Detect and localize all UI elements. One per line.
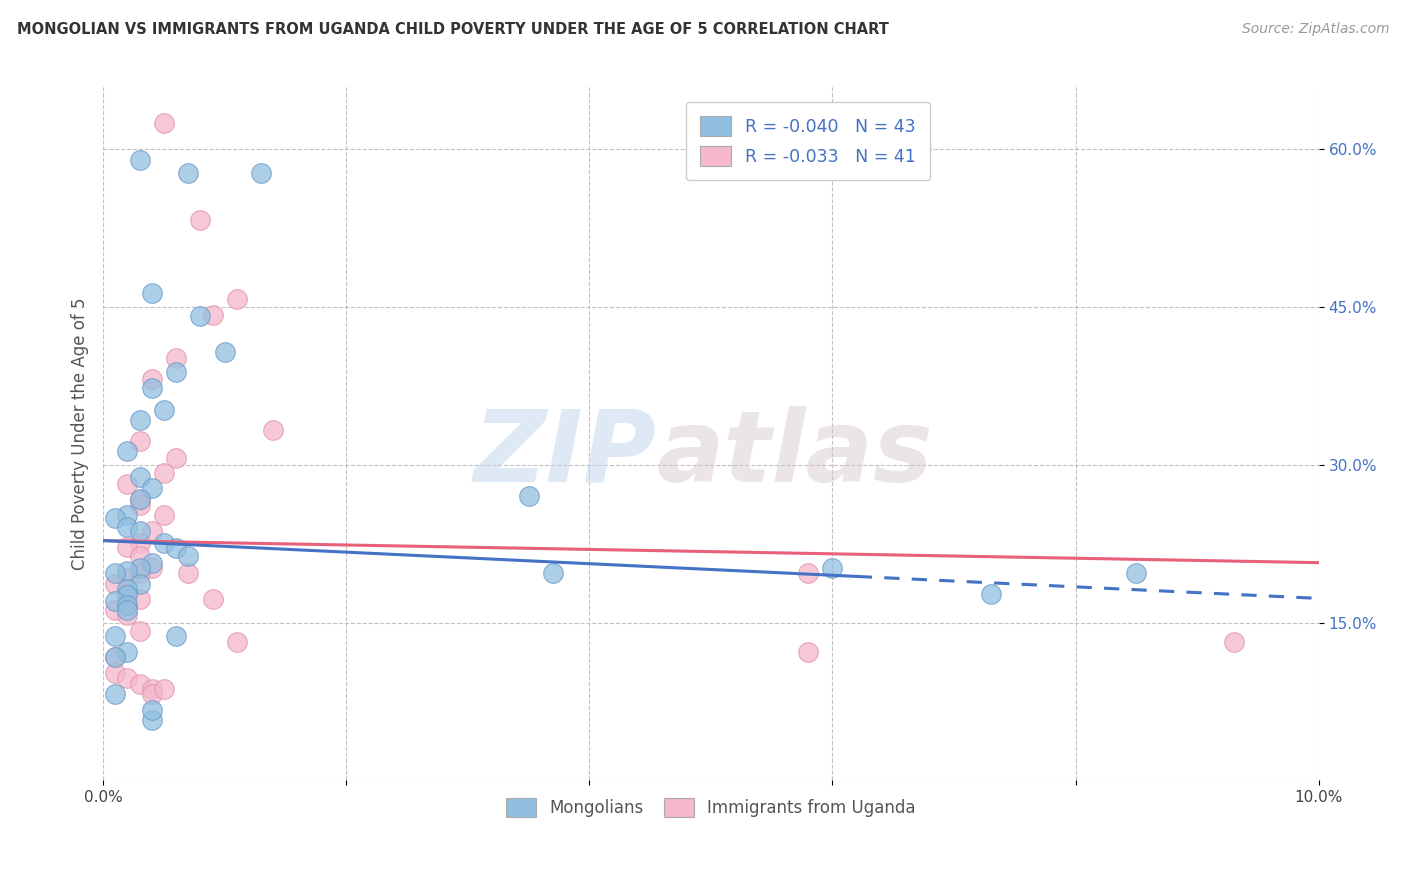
Point (153, 403, 176, 417)
Point (104, 650, 127, 665)
Text: ZIP: ZIP (474, 406, 657, 503)
Point (177, 549, 200, 564)
Point (153, 681, 176, 696)
Point (117, 444, 139, 458)
Point (128, 549, 150, 564)
Point (165, 541, 187, 555)
Point (104, 593, 127, 607)
Point (141, 714, 163, 728)
Point (117, 603, 139, 617)
Point (104, 666, 127, 681)
Point (979, 587, 1001, 601)
Point (1125, 566, 1147, 581)
Y-axis label: Child Poverty Under the Age of 5: Child Poverty Under the Age of 5 (72, 297, 89, 570)
Point (128, 592, 150, 607)
Point (128, 498, 150, 512)
Point (128, 434, 150, 448)
Point (128, 412, 150, 426)
Point (517, 490, 540, 504)
Point (128, 561, 150, 575)
Text: MONGOLIAN VS IMMIGRANTS FROM UGANDA CHILD POVERTY UNDER THE AGE OF 5 CORRELATION: MONGOLIAN VS IMMIGRANTS FROM UGANDA CHIL… (17, 22, 889, 37)
Point (128, 470, 150, 484)
Point (225, 634, 247, 648)
Point (165, 351, 187, 365)
Point (141, 687, 163, 701)
Point (153, 116, 176, 130)
Point (117, 671, 139, 685)
Point (262, 423, 284, 437)
Point (797, 566, 820, 581)
Point (128, 576, 150, 591)
Point (141, 681, 163, 696)
Point (250, 165, 273, 179)
Point (128, 153, 150, 167)
Point (117, 582, 139, 596)
Point (541, 566, 564, 581)
Point (141, 703, 163, 717)
Point (117, 587, 139, 601)
Point (1222, 634, 1244, 648)
Point (141, 556, 163, 570)
Text: Source: ZipAtlas.com: Source: ZipAtlas.com (1241, 22, 1389, 37)
Point (201, 592, 224, 607)
Point (104, 629, 127, 643)
Point (117, 645, 139, 659)
Point (104, 650, 127, 665)
Point (214, 345, 236, 359)
Point (128, 524, 150, 538)
Point (117, 476, 139, 491)
Point (153, 467, 176, 481)
Point (117, 608, 139, 623)
Point (141, 286, 163, 301)
Point (104, 687, 127, 701)
Point (128, 566, 150, 581)
Point (117, 564, 139, 578)
Point (104, 576, 127, 591)
Point (165, 629, 187, 643)
Point (165, 450, 187, 465)
Point (117, 520, 139, 534)
Point (117, 598, 139, 612)
Point (821, 561, 844, 575)
Point (117, 540, 139, 554)
Point (128, 492, 150, 507)
Point (177, 566, 200, 581)
Point (117, 571, 139, 585)
Point (104, 566, 127, 581)
Point (117, 588, 139, 602)
Point (128, 676, 150, 690)
Point (165, 365, 187, 379)
Point (141, 561, 163, 575)
Point (104, 603, 127, 617)
Legend: Mongolians, Immigrants from Uganda: Mongolians, Immigrants from Uganda (499, 791, 922, 824)
Point (201, 308, 224, 322)
Point (117, 508, 139, 523)
Point (117, 598, 139, 612)
Point (141, 524, 163, 538)
Point (177, 165, 200, 179)
Point (128, 535, 150, 549)
Point (141, 481, 163, 495)
Point (225, 292, 247, 306)
Point (190, 309, 212, 323)
Point (141, 372, 163, 386)
Point (128, 491, 150, 506)
Point (797, 645, 820, 659)
Point (153, 535, 176, 549)
Point (141, 381, 163, 395)
Text: atlas: atlas (657, 406, 932, 503)
Point (153, 508, 176, 523)
Point (128, 624, 150, 638)
Point (104, 511, 127, 525)
Point (190, 213, 212, 227)
